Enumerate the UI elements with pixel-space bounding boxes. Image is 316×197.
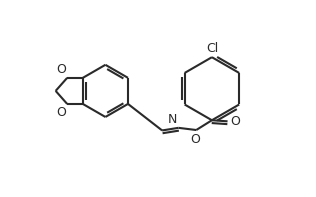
Text: N: N xyxy=(168,113,177,126)
Text: O: O xyxy=(56,106,66,119)
Text: O: O xyxy=(231,115,240,128)
Text: Cl: Cl xyxy=(206,42,218,55)
Text: O: O xyxy=(56,63,66,76)
Text: O: O xyxy=(191,133,201,146)
